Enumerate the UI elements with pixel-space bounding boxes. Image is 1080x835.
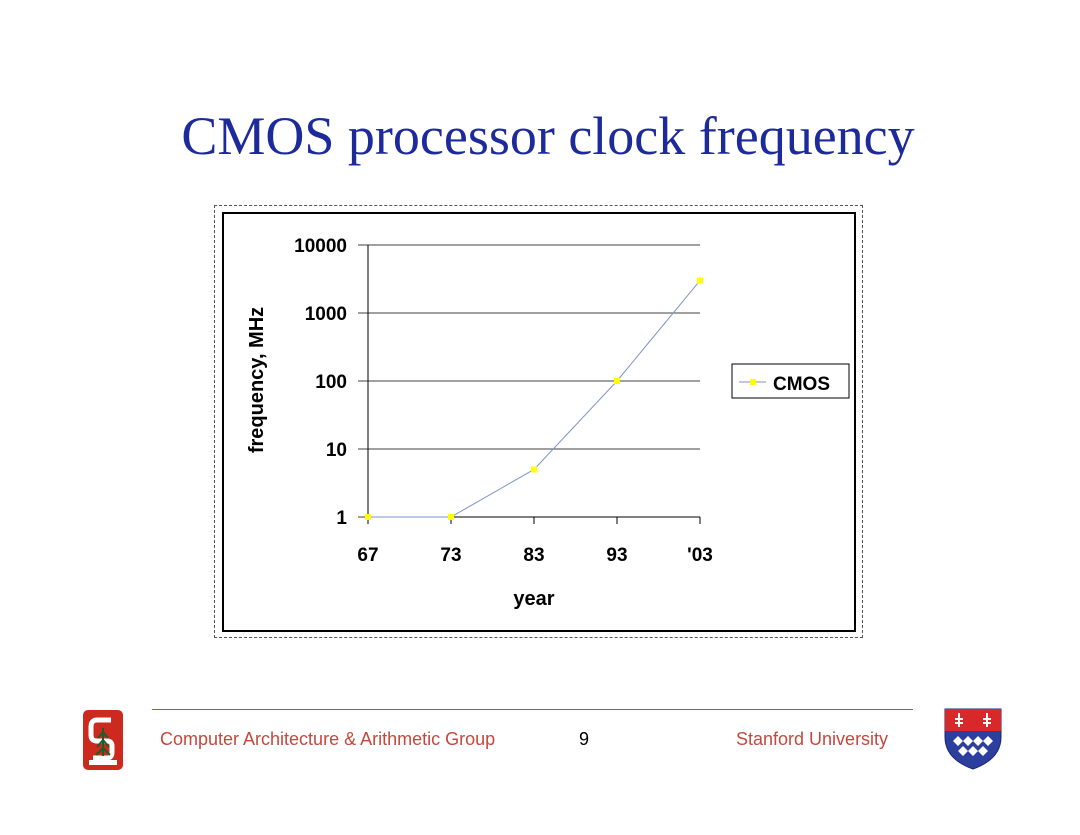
y-tick-label: 10000: [294, 236, 347, 257]
data-point: [365, 514, 371, 520]
x-tick-label: '03: [687, 545, 713, 566]
series-line-cmos: [368, 280, 701, 518]
footer-group-name: Computer Architecture & Arithmetic Group: [160, 729, 496, 749]
footer-institution: Stanford University: [736, 729, 889, 749]
y-tick-label: 100: [315, 372, 347, 393]
y-tick-label: 1000: [305, 304, 347, 325]
y-tick-label: 1: [336, 508, 347, 529]
stanford-logo-icon: [81, 708, 125, 777]
x-tick-label: 93: [606, 545, 627, 566]
data-point: [614, 378, 620, 384]
y-axis-title: frequency, MHz: [246, 307, 268, 453]
chart-frame: [214, 205, 863, 638]
footer-divider: [152, 709, 913, 710]
x-tick-label: 83: [523, 545, 544, 566]
legend-label: CMOS: [773, 374, 830, 395]
data-point: [531, 466, 537, 473]
slide-title: CMOS processor clock frequency: [181, 106, 915, 166]
crest-logo-icon: [943, 707, 1003, 776]
chart-box: [222, 212, 856, 632]
x-tick-label: 67: [357, 545, 378, 566]
y-tick-label: 10: [326, 440, 347, 461]
legend-marker: [750, 379, 756, 385]
x-tick-label: 73: [440, 545, 461, 566]
x-axis-title: year: [513, 588, 554, 610]
page-number: 9: [579, 729, 590, 749]
data-point: [448, 514, 454, 520]
data-point: [697, 277, 703, 284]
